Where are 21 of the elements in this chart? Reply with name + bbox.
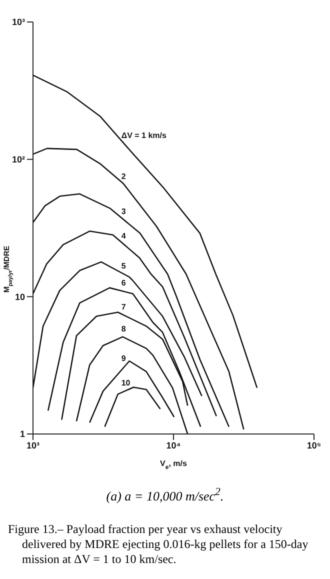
series-label: 3 (121, 207, 126, 216)
text: (a) a = 10,000 m/sec$^{2}$. (105, 486, 225, 504)
series-label: 10 (121, 378, 131, 388)
series-label: 6 (121, 278, 126, 288)
text: Figure 13.– Payload fraction per year vs exhaust velocity delivered by MDRE ejecting 0.016-kg pellets for a 150-day mission at ΔV = 1 to 10 km/sec. (8, 522, 308, 566)
y-tick-label: 10 (14, 292, 25, 302)
series-label: 8 (121, 324, 126, 334)
x-tick-label: 10⁵ (306, 440, 322, 450)
line-series (104, 386, 161, 428)
series-label: 4 (121, 232, 126, 241)
x-axis-title: V$_{e}$, m/s (160, 459, 188, 471)
y-tick-label: 10³ (12, 17, 25, 28)
series-label: 2 (121, 172, 126, 181)
x-tick-label: 10⁴ (166, 440, 181, 450)
series-label: 5 (121, 261, 126, 270)
series-label: 7 (121, 302, 126, 312)
series-label: ΔV = 1 km/s (121, 130, 167, 140)
series-label: 9 (121, 354, 126, 363)
x-tick-label: 10³ (26, 440, 40, 450)
y-tick-label: 10² (12, 154, 25, 165)
y-tick-label: 1 (20, 429, 25, 440)
